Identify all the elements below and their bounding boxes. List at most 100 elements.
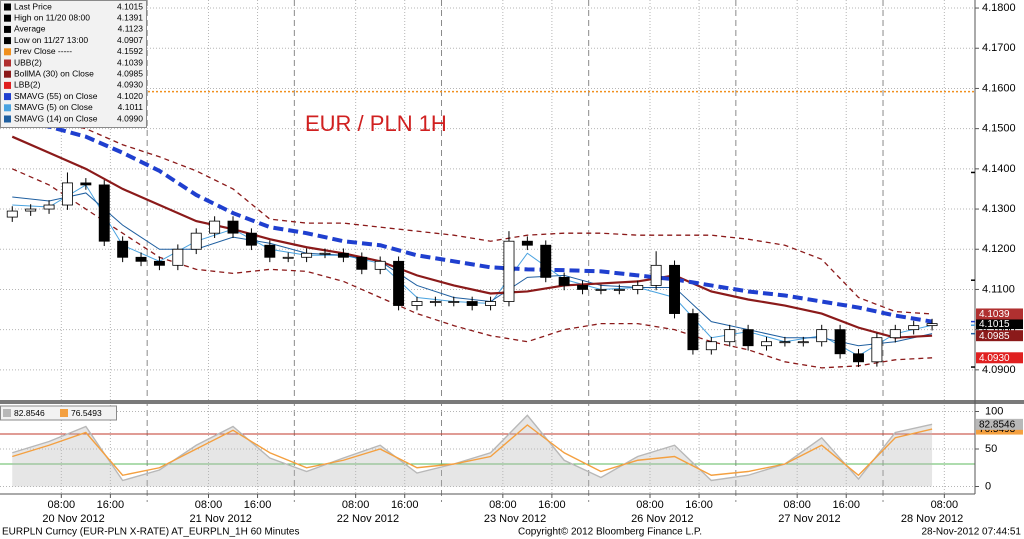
- overlay-line: [11, 116, 933, 324]
- candle-body: [558, 276, 570, 286]
- x-tick-label: 16:00: [391, 499, 419, 511]
- candle-body: [503, 240, 515, 302]
- x-tick-label: 08:00: [636, 499, 664, 511]
- candle-body: [374, 260, 386, 270]
- candle-body: [466, 301, 478, 306]
- candle-body: [61, 182, 73, 206]
- x-tick-label: 08:00: [195, 499, 223, 511]
- legend-name: LBB(2): [14, 80, 41, 90]
- candle-body: [43, 204, 55, 210]
- overlay-line: [11, 135, 933, 339]
- legend-swatch: [4, 48, 11, 56]
- candle-body: [319, 252, 331, 255]
- indicator-area: [12, 415, 933, 487]
- candle-body: [209, 220, 221, 234]
- candle-body: [889, 329, 901, 339]
- x-tick-label: 08:00: [489, 499, 517, 511]
- legend-name: High on 11/20 08:00: [14, 12, 90, 22]
- price-tag-label: 4.1015: [979, 319, 1010, 330]
- x-tick-label: 16:00: [97, 499, 125, 511]
- candle-body: [632, 285, 644, 290]
- y-tick-label: 4.1100: [982, 283, 1015, 295]
- y-tick-label: 4.1800: [982, 2, 1016, 14]
- legend-swatch: [60, 409, 68, 417]
- indicator-line: [12, 424, 933, 477]
- candle-body: [742, 329, 754, 347]
- candle-body: [80, 182, 92, 186]
- candle-body: [264, 244, 276, 258]
- candle-body: [301, 252, 313, 258]
- candle-body: [724, 329, 736, 343]
- candle-body: [669, 264, 680, 314]
- y-tick-label: 4.1200: [982, 243, 1016, 255]
- date-label: 22 Nov 2012: [337, 513, 399, 525]
- legend-swatch: [4, 3, 11, 11]
- legend-name: Prev Close -----: [14, 46, 72, 56]
- overlay-line: [11, 103, 933, 315]
- candle-body: [797, 341, 809, 344]
- candle-body: [448, 301, 460, 303]
- price-tag: [976, 318, 1023, 330]
- price-tag-label: 4.1039: [979, 309, 1010, 320]
- candle-body: [779, 341, 791, 344]
- legend-name: UBB(2): [14, 57, 42, 67]
- y2-tick-label: 0: [985, 480, 991, 492]
- legend-swatch: [4, 14, 11, 22]
- y-tick-label: 4.1500: [982, 123, 1016, 135]
- date-label: 21 Nov 2012: [190, 513, 252, 525]
- legend-value: 4.0985: [117, 68, 143, 78]
- candle-body: [687, 313, 699, 351]
- indicator-legend-value: 82.8546: [14, 408, 45, 418]
- footer-center: Copyright© 2012 Bloomberg Finance L.P.: [518, 527, 702, 538]
- price-tag-label: 4.0930: [979, 353, 1010, 364]
- footer-right: 28-Nov-2012 07:44:51: [921, 527, 1021, 538]
- candle-body: [577, 285, 589, 290]
- candle-body: [429, 301, 441, 303]
- price-tag: [976, 352, 1023, 364]
- candle-body: [393, 260, 405, 306]
- legend-swatch: [4, 115, 11, 123]
- x-tick-label: 08:00: [48, 499, 76, 511]
- legend-name: SMAVG (5) on Close: [14, 102, 93, 112]
- candle-body: [6, 210, 18, 218]
- legend-name: SMAVG (14) on Close: [14, 113, 98, 123]
- date-label: 27 Nov 2012: [778, 513, 840, 525]
- candle-body: [613, 289, 625, 291]
- candle-body: [834, 329, 846, 355]
- price-tag-label: 4.0985: [979, 331, 1010, 342]
- candle-body: [356, 256, 368, 270]
- x-tick-label: 08:00: [783, 499, 811, 511]
- y-tick-label: 4.0900: [982, 364, 1016, 376]
- candle-body: [521, 240, 533, 246]
- x-tick-label: 16:00: [685, 499, 713, 511]
- legend-value: 4.1011: [118, 102, 144, 112]
- price-tag: [976, 308, 1023, 320]
- candle-body: [926, 323, 938, 327]
- candle-body: [650, 264, 662, 286]
- date-label: 28 Nov 2012: [901, 513, 963, 525]
- candle-body: [135, 256, 147, 262]
- legend-value: 4.1015: [117, 1, 143, 11]
- candle-body: [282, 256, 294, 259]
- legend-value: 4.1391: [117, 12, 143, 22]
- candle-body: [98, 184, 110, 242]
- legend-name: Last Price: [14, 1, 52, 11]
- legend-name: SMAVG (55) on Close: [14, 91, 98, 101]
- x-tick-label: 08:00: [931, 499, 959, 511]
- candle-body: [816, 329, 828, 343]
- y-tick-label: 4.1400: [982, 163, 1016, 175]
- legend-value: 4.0907: [117, 35, 143, 45]
- candle-body: [853, 353, 864, 363]
- overlay-layer: 4.09004.10004.11004.12004.13004.14004.15…: [0, 0, 1023, 525]
- candle-body: [172, 248, 184, 266]
- candle-body: [908, 325, 920, 331]
- indicator-tag: [976, 418, 1023, 430]
- legend-swatch: [4, 93, 11, 101]
- chart-title: EUR / PLN 1H: [305, 111, 447, 136]
- candle-body: [411, 301, 423, 306]
- date-label: 20 Nov 2012: [42, 513, 104, 525]
- candle-body: [595, 289, 607, 291]
- candle-body: [337, 252, 349, 258]
- candle-body: [190, 232, 202, 250]
